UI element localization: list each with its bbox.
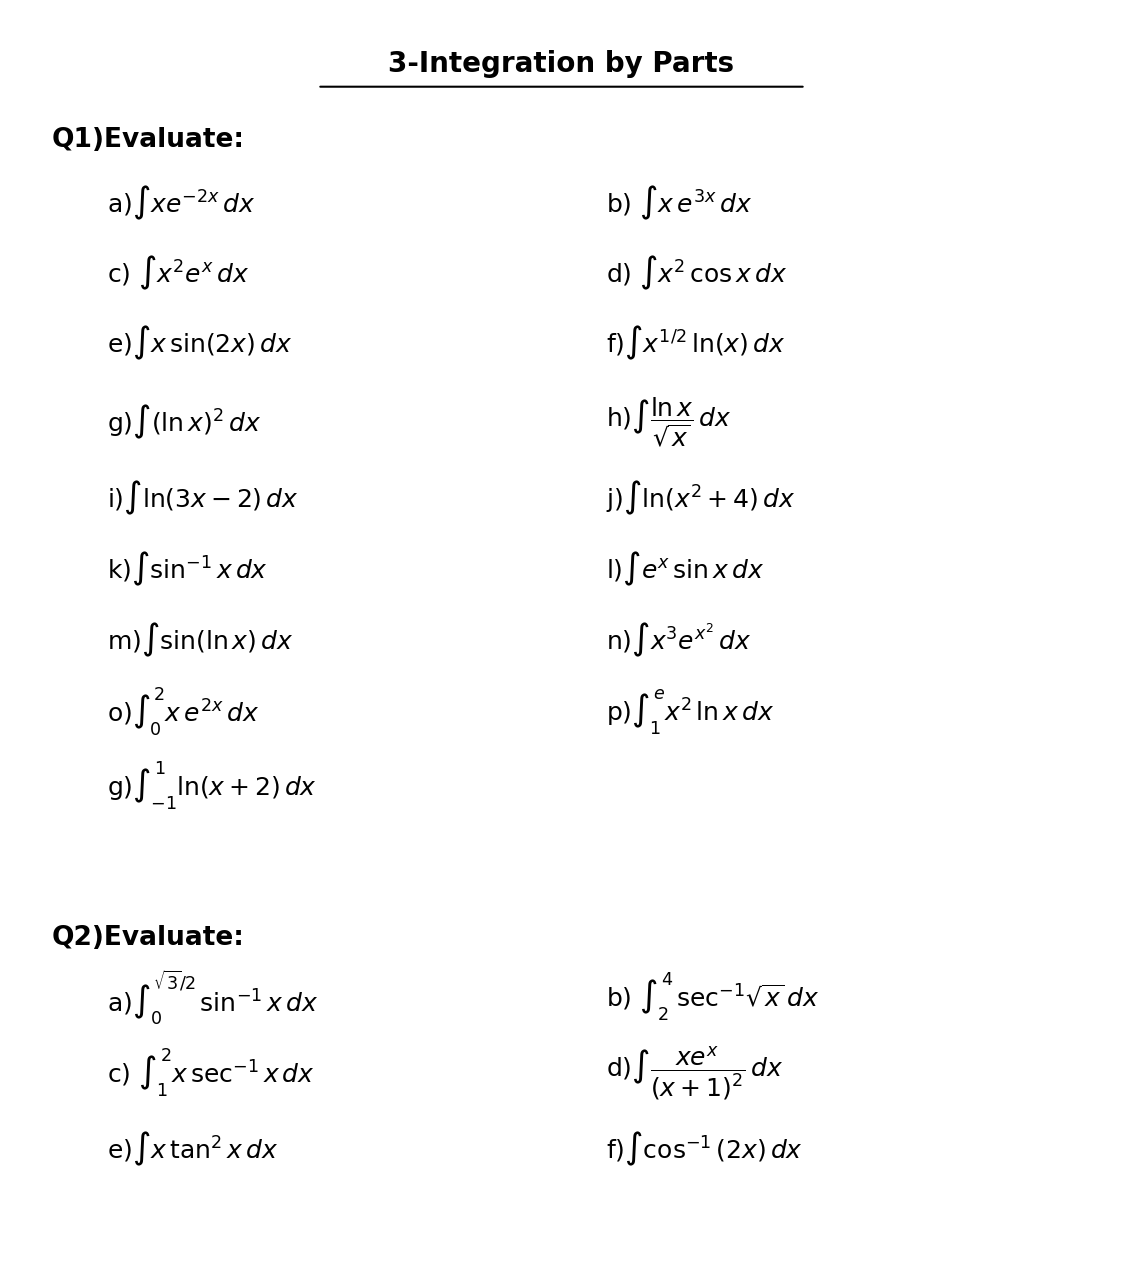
Text: n)$\int x^3 e^{x^2}\, dx$: n)$\int x^3 e^{x^2}\, dx$ (606, 621, 751, 659)
Text: e)$\int x\, \sin(2x)\, dx$: e)$\int x\, \sin(2x)\, dx$ (107, 324, 292, 361)
Text: d) $\int x^2\, \cos x\, dx$: d) $\int x^2\, \cos x\, dx$ (606, 253, 787, 292)
Text: e)$\int x\, \tan^2 x\, dx$: e)$\int x\, \tan^2 x\, dx$ (107, 1130, 279, 1169)
Text: g)$\int (\ln x)^2\, dx$: g)$\int (\ln x)^2\, dx$ (107, 403, 261, 442)
Text: f)$\int \cos^{-1}(2x)\, dx$: f)$\int \cos^{-1}(2x)\, dx$ (606, 1130, 803, 1169)
Text: Q1)Evaluate:: Q1)Evaluate: (52, 127, 245, 152)
Text: m)$\int \sin(\ln x)\, dx$: m)$\int \sin(\ln x)\, dx$ (107, 621, 293, 659)
Text: g)$\int_{-1}^{1} \ln(x + 2)\, dx$: g)$\int_{-1}^{1} \ln(x + 2)\, dx$ (107, 759, 317, 812)
Text: p)$\int_1^{e} x^2\, \ln x\, dx$: p)$\int_1^{e} x^2\, \ln x\, dx$ (606, 687, 775, 737)
Text: a)$\int_0^{\sqrt{3}/2}\, \sin^{-1}x\, dx$: a)$\int_0^{\sqrt{3}/2}\, \sin^{-1}x\, dx… (107, 968, 318, 1027)
Text: h)$\int \dfrac{\ln x}{\sqrt{x}}\, dx$: h)$\int \dfrac{\ln x}{\sqrt{x}}\, dx$ (606, 396, 731, 449)
Text: k)$\int \sin^{-1}x\, dx$: k)$\int \sin^{-1}x\, dx$ (107, 550, 267, 589)
Text: b) $\int x\, e^{3x}\, dx$: b) $\int x\, e^{3x}\, dx$ (606, 184, 752, 223)
Text: o)$\int_0^{2} x\, e^{2x}\, dx$: o)$\int_0^{2} x\, e^{2x}\, dx$ (107, 686, 259, 739)
Text: Q2)Evaluate:: Q2)Evaluate: (52, 924, 244, 951)
Text: a)$\int xe^{-2x}\, dx$: a)$\int xe^{-2x}\, dx$ (107, 184, 255, 223)
Text: 3-Integration by Parts: 3-Integration by Parts (389, 50, 734, 78)
Text: i)$\int \ln(3x - 2)\, dx$: i)$\int \ln(3x - 2)\, dx$ (107, 479, 299, 517)
Text: d)$\int \dfrac{xe^x}{(x+1)^2}\, dx$: d)$\int \dfrac{xe^x}{(x+1)^2}\, dx$ (606, 1044, 783, 1102)
Text: j)$\int \ln(x^2 + 4)\, dx$: j)$\int \ln(x^2 + 4)\, dx$ (606, 479, 795, 517)
Text: b) $\int_2^{4}\, \sec^{-1}\!\sqrt{x}\, dx$: b) $\int_2^{4}\, \sec^{-1}\!\sqrt{x}\, d… (606, 970, 819, 1023)
Text: f)$\int x^{1/2}\, \ln(x)\, dx$: f)$\int x^{1/2}\, \ln(x)\, dx$ (606, 324, 785, 361)
Text: c) $\int x^2 e^x\, dx$: c) $\int x^2 e^x\, dx$ (107, 253, 249, 292)
Text: l)$\int e^x\, \sin x\, dx$: l)$\int e^x\, \sin x\, dx$ (606, 550, 765, 589)
Text: c) $\int_1^{2} x\, \sec^{-1}x\, dx$: c) $\int_1^{2} x\, \sec^{-1}x\, dx$ (107, 1047, 314, 1100)
